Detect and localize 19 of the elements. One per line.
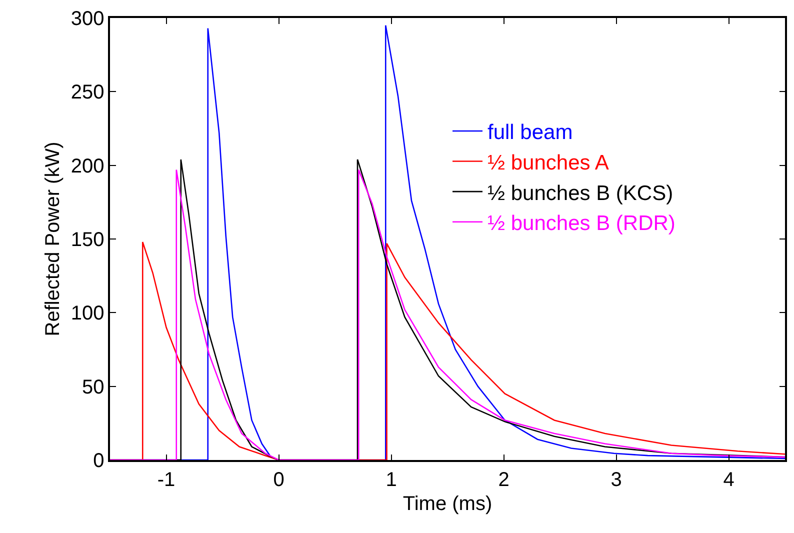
y-axis-title: Reflected Power (kW): [42, 142, 64, 336]
x-axis-title: Time (ms): [402, 492, 492, 515]
y-tick-label: 0: [93, 450, 104, 472]
x-tick-label: 0: [273, 468, 284, 491]
legend-label: ½ bunches A: [488, 151, 609, 174]
y-tick-label: 300: [70, 8, 104, 30]
x-tick-label: 4: [723, 468, 734, 491]
x-tick-label: 3: [610, 468, 622, 491]
x-tick-label: 2: [498, 468, 510, 491]
legend-label: ½ bunches B (RDR): [488, 212, 676, 236]
y-tick-label: 50: [82, 376, 104, 398]
x-tick-label: 1: [386, 468, 397, 491]
y-tick-label: 100: [70, 302, 104, 325]
y-tick-label: 250: [70, 82, 104, 104]
legend-label: full beam: [488, 121, 573, 144]
y-tick-label: 150: [70, 229, 104, 251]
y-tick-label: 200: [70, 155, 104, 178]
x-tick-label: -1: [157, 468, 176, 491]
legend-label: ½ bunches B (KCS): [488, 182, 674, 205]
